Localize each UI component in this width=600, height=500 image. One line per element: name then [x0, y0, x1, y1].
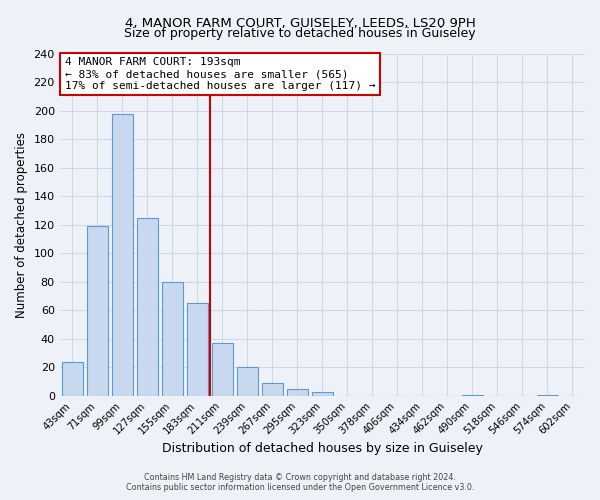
Bar [287, 389, 308, 396]
Bar [86, 226, 108, 396]
Bar [262, 383, 283, 396]
Bar [236, 368, 258, 396]
Text: 4, MANOR FARM COURT, GUISELEY, LEEDS, LS20 9PH: 4, MANOR FARM COURT, GUISELEY, LEEDS, LS… [125, 18, 475, 30]
Bar [187, 304, 208, 396]
Text: 4 MANOR FARM COURT: 193sqm
← 83% of detached houses are smaller (565)
17% of sem: 4 MANOR FARM COURT: 193sqm ← 83% of deta… [65, 58, 376, 90]
Bar [537, 394, 558, 396]
Text: Contains HM Land Registry data © Crown copyright and database right 2024.
Contai: Contains HM Land Registry data © Crown c… [126, 473, 474, 492]
Bar [212, 343, 233, 396]
Bar [62, 362, 83, 396]
Text: Size of property relative to detached houses in Guiseley: Size of property relative to detached ho… [124, 28, 476, 40]
Y-axis label: Number of detached properties: Number of detached properties [15, 132, 28, 318]
Bar [112, 114, 133, 396]
Bar [462, 394, 483, 396]
X-axis label: Distribution of detached houses by size in Guiseley: Distribution of detached houses by size … [162, 442, 483, 455]
Bar [137, 218, 158, 396]
Bar [312, 392, 333, 396]
Bar [161, 282, 183, 396]
